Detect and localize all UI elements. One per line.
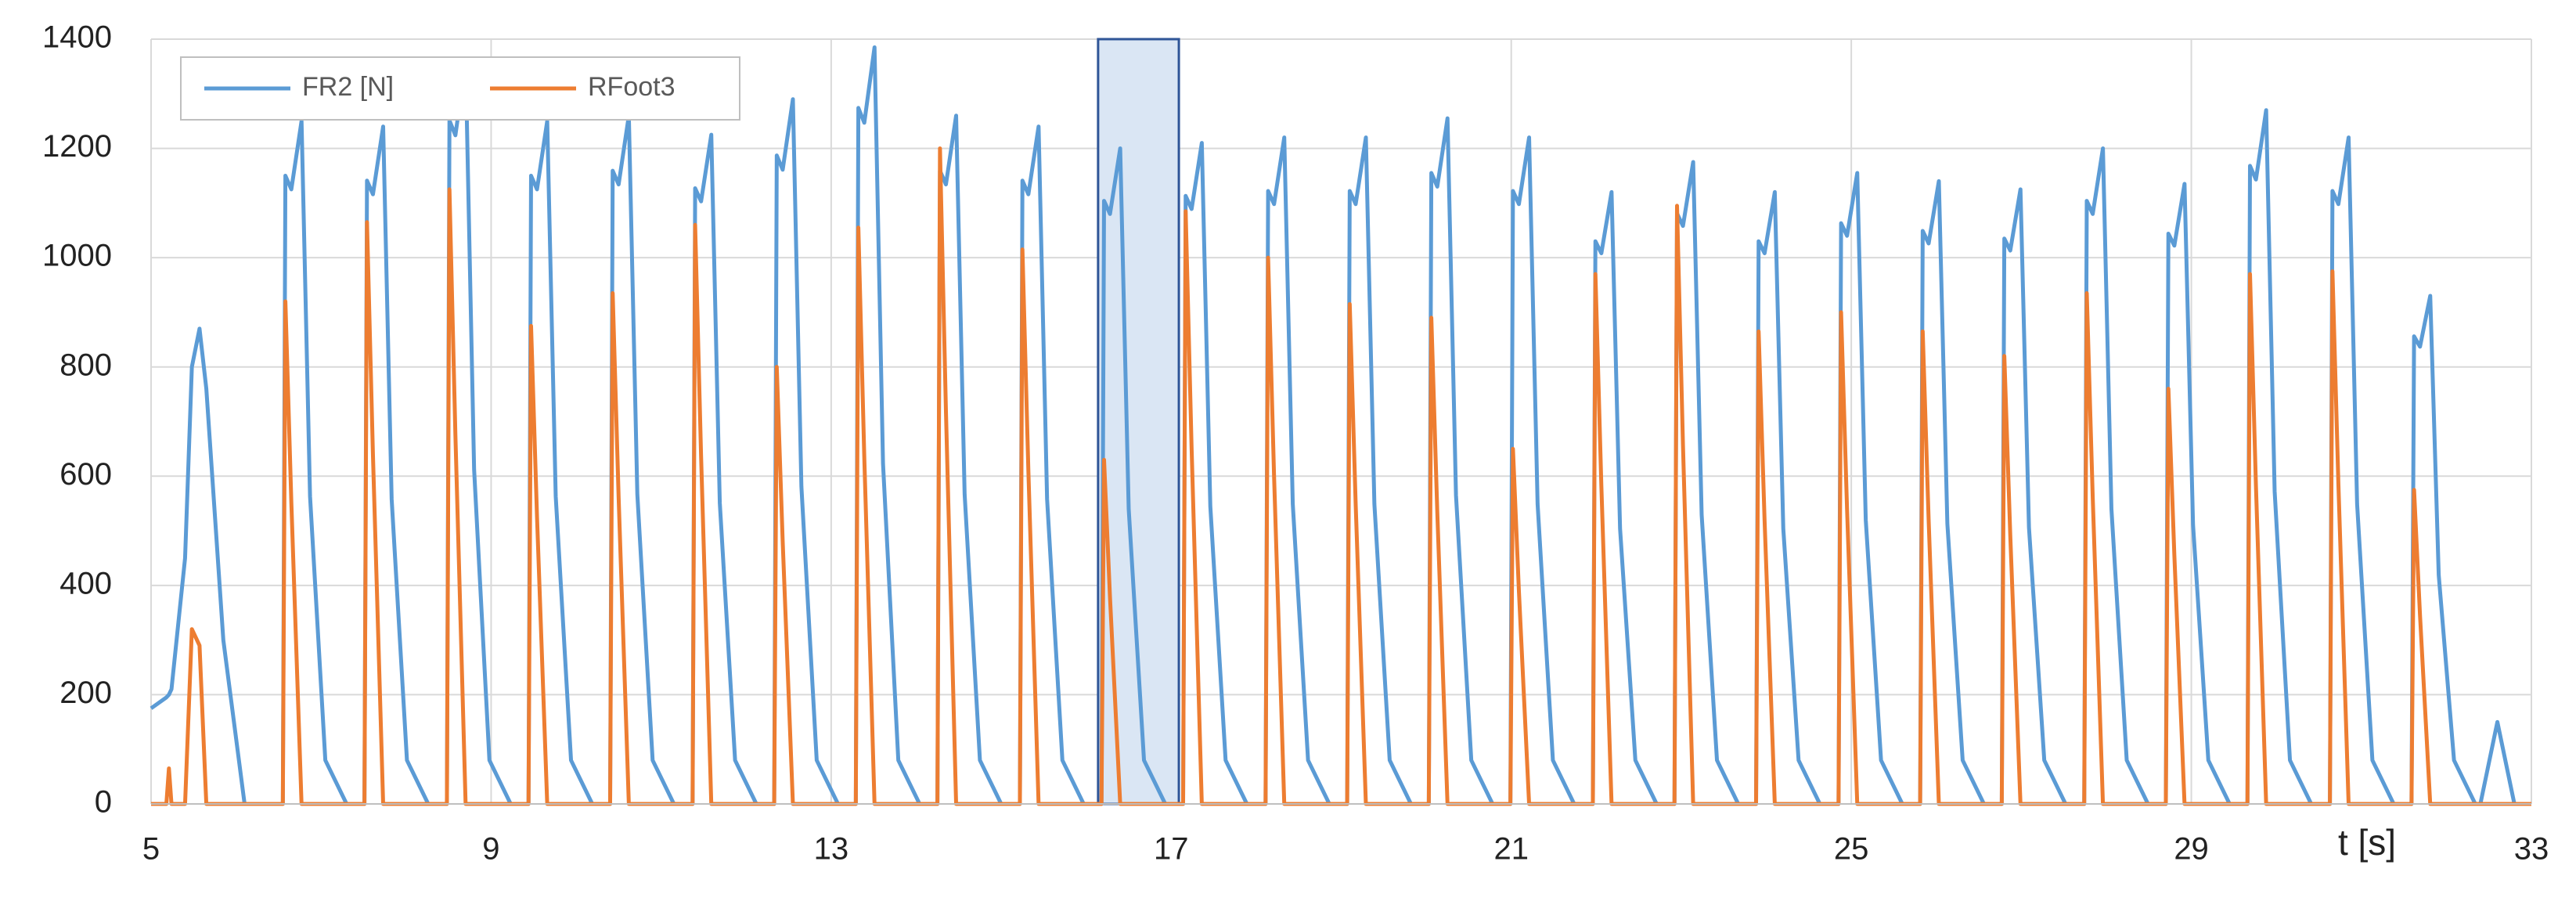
x-tick-label: 21: [1493, 832, 1529, 867]
x-tick-label: 17: [1154, 832, 1189, 867]
y-tick-label: 1400: [42, 20, 112, 55]
x-tick-label: 5: [142, 832, 160, 867]
series-line: [150, 45, 2531, 806]
x-tick-label: 9: [482, 832, 499, 867]
y-tick-label: 600: [59, 457, 112, 492]
x-tick-label: 33: [2514, 832, 2549, 867]
y-tick-label: 1200: [42, 129, 112, 164]
y-tick-label: 200: [59, 676, 112, 710]
y-tick-label: 400: [59, 566, 112, 600]
x-axis-label: t [s]: [2338, 822, 2396, 863]
y-tick-label: 800: [59, 348, 112, 382]
x-tick-label: 25: [1834, 832, 1869, 867]
y-tick-label: 0: [95, 785, 112, 820]
x-tick-label: 29: [2174, 832, 2209, 867]
y-tick-label: 1000: [42, 239, 112, 273]
legend-label: RFoot3: [588, 72, 676, 102]
x-tick-label: 13: [814, 832, 849, 867]
legend-label: FR2 [N]: [302, 72, 394, 102]
